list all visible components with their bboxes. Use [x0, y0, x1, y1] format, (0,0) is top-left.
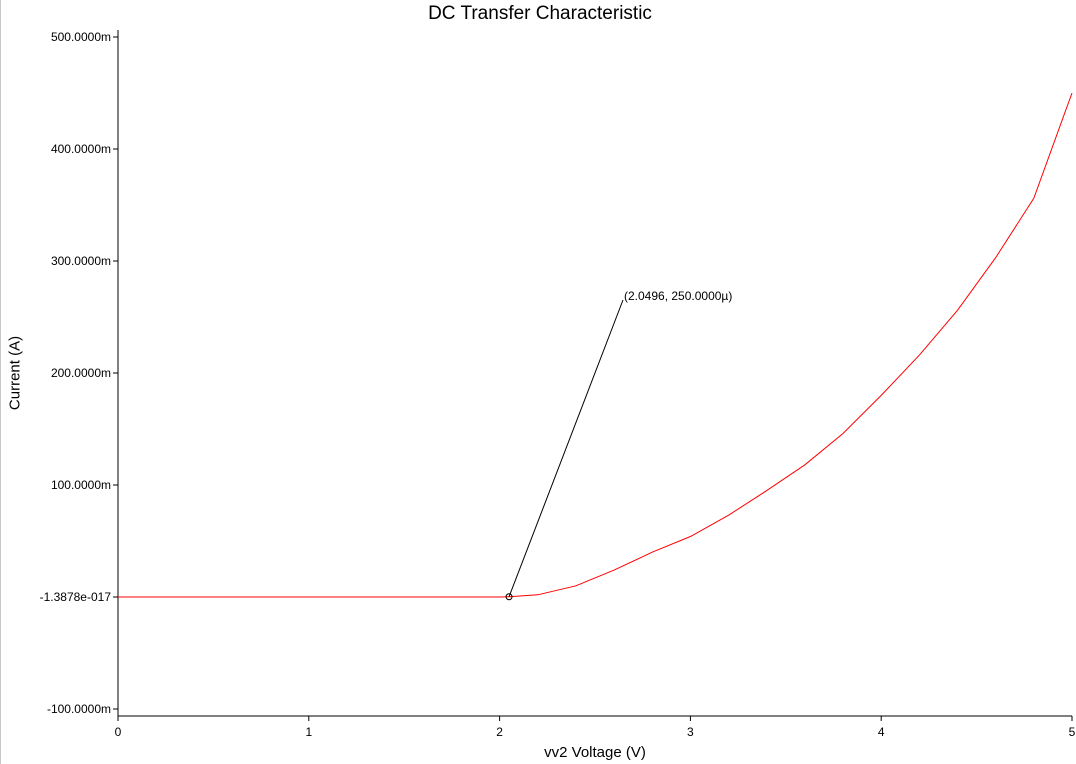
series-line — [118, 92, 1073, 598]
y-tick-label: 100.0000m — [51, 478, 111, 492]
x-axis-label: vv2 Voltage (V) — [544, 744, 646, 761]
y-tick-label: -1.3878e-017 — [40, 590, 112, 604]
x-tick-label: 0 — [115, 725, 122, 739]
x-tick-label: 5 — [1069, 725, 1076, 739]
y-tick-label: -100.0000m — [47, 702, 111, 716]
y-tick-label: 400.0000m — [51, 142, 111, 156]
y-axis-label: Current (A) — [6, 335, 24, 411]
y-tick-label: 300.0000m — [51, 254, 111, 268]
chart-title: DC Transfer Characteristic — [428, 3, 652, 24]
y-tick-label: 200.0000m — [51, 366, 111, 380]
x-tick-label: 3 — [687, 725, 694, 739]
annotation-marker — [505, 593, 513, 601]
window-edge — [0, 0, 1, 764]
x-tick-label: 4 — [878, 725, 885, 739]
y-tick-label: 500.0000m — [51, 30, 111, 44]
annotation-label: (2.0496, 250.0000µ) — [624, 289, 732, 303]
x-tick-label: 2 — [496, 725, 503, 739]
annotation-leader — [508, 299, 624, 597]
x-tick-label: 1 — [305, 725, 312, 739]
